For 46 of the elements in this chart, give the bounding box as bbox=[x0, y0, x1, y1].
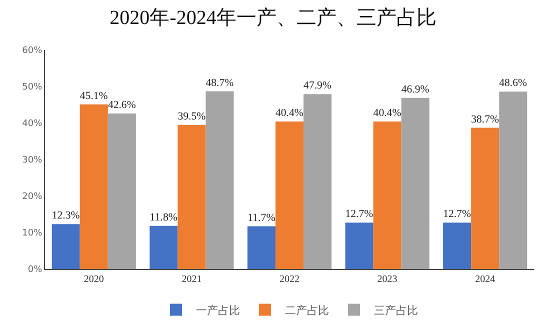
bar bbox=[80, 104, 108, 269]
data-label: 39.5% bbox=[178, 110, 206, 122]
bar bbox=[108, 114, 136, 269]
bar bbox=[443, 222, 472, 269]
data-label: 12.7% bbox=[345, 208, 374, 220]
bar bbox=[471, 128, 500, 269]
data-label: 11.7% bbox=[247, 212, 276, 224]
y-tick-label: 30% bbox=[22, 156, 43, 166]
bar bbox=[304, 94, 332, 269]
bar bbox=[150, 226, 178, 269]
data-label: 11.8% bbox=[150, 211, 178, 224]
bar bbox=[401, 98, 430, 269]
y-tick-label: 0% bbox=[28, 265, 43, 276]
bar bbox=[52, 224, 80, 269]
data-label: 38.7% bbox=[471, 113, 499, 126]
y-tick-label: 50% bbox=[22, 82, 43, 93]
bar bbox=[275, 122, 304, 269]
data-label: 47.9% bbox=[304, 80, 332, 92]
data-label: 46.9% bbox=[401, 83, 430, 96]
data-label: 12.7% bbox=[443, 208, 471, 220]
bar bbox=[373, 122, 402, 269]
bar bbox=[178, 124, 206, 269]
bar bbox=[206, 91, 234, 269]
legend-label: 二产占比 bbox=[285, 304, 329, 318]
y-tick-label: 20% bbox=[22, 192, 43, 202]
x-tick-label: 2021 bbox=[182, 274, 202, 285]
data-label: 48.6% bbox=[499, 77, 528, 90]
data-label: 40.4% bbox=[373, 107, 402, 120]
data-label: 45.1% bbox=[80, 90, 108, 102]
data-label: 48.7% bbox=[206, 76, 234, 89]
x-tick-label: 2022 bbox=[280, 274, 300, 285]
x-tick-label: 2023 bbox=[377, 274, 398, 285]
chart-title: 2020年-2024年一产、二产、三产占比 bbox=[110, 7, 436, 30]
data-label: 12.3% bbox=[52, 210, 80, 222]
y-tick-label: 60% bbox=[22, 46, 43, 56]
y-tick-label: 10% bbox=[22, 228, 43, 239]
x-tick-label: 2020 bbox=[84, 274, 104, 285]
x-tick-label: 2024 bbox=[475, 274, 496, 285]
legend-label: 三产占比 bbox=[374, 304, 418, 318]
bar bbox=[247, 226, 276, 269]
data-label: 42.6% bbox=[108, 99, 136, 112]
y-tick-label: 40% bbox=[22, 119, 43, 130]
bar bbox=[499, 92, 528, 269]
legend-label: 一产占比 bbox=[196, 304, 240, 318]
bar bbox=[345, 222, 374, 269]
data-label: 40.4% bbox=[275, 107, 304, 120]
